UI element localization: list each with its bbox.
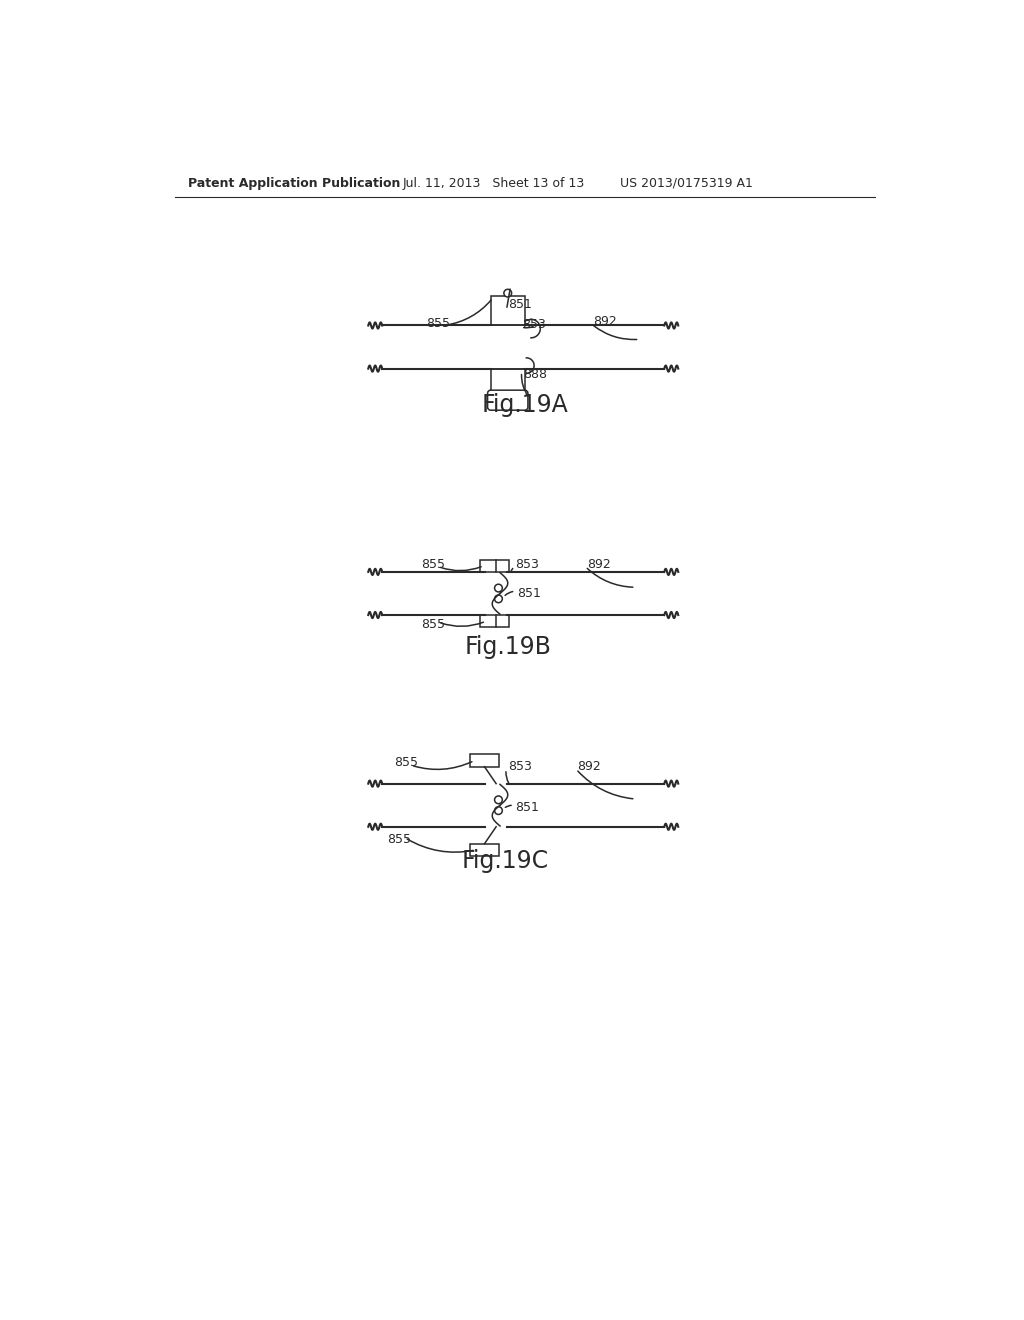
- Circle shape: [495, 585, 503, 591]
- Text: 855: 855: [421, 618, 445, 631]
- Text: 851: 851: [508, 298, 531, 312]
- Text: 855: 855: [394, 756, 418, 770]
- Text: Fig.19C: Fig.19C: [461, 849, 549, 873]
- Circle shape: [495, 807, 503, 814]
- Text: 888: 888: [523, 367, 547, 380]
- Text: 853: 853: [508, 760, 531, 774]
- Text: 853: 853: [521, 318, 546, 331]
- Text: Jul. 11, 2013   Sheet 13 of 13: Jul. 11, 2013 Sheet 13 of 13: [403, 177, 586, 190]
- Text: 892: 892: [593, 315, 616, 329]
- Bar: [480, 615, 509, 627]
- Text: 853: 853: [515, 557, 540, 570]
- Text: US 2013/0175319 A1: US 2013/0175319 A1: [621, 177, 753, 190]
- Text: 855: 855: [421, 557, 445, 570]
- Bar: [490, 368, 524, 396]
- Text: Patent Application Publication: Patent Application Publication: [188, 177, 400, 190]
- Circle shape: [495, 796, 503, 804]
- Text: Fig.19A: Fig.19A: [481, 393, 568, 417]
- Bar: [480, 560, 509, 572]
- Text: 851: 851: [515, 801, 540, 814]
- Text: Fig.19B: Fig.19B: [464, 635, 551, 660]
- Circle shape: [495, 595, 503, 603]
- Text: 851: 851: [517, 587, 541, 601]
- Text: 855: 855: [426, 317, 451, 330]
- Bar: [490, 296, 524, 326]
- Bar: [470, 843, 500, 857]
- Bar: [470, 755, 500, 767]
- Circle shape: [504, 289, 512, 297]
- Text: 892: 892: [587, 557, 610, 570]
- Text: 892: 892: [578, 760, 601, 774]
- FancyBboxPatch shape: [487, 391, 528, 411]
- Text: 855: 855: [388, 833, 412, 846]
